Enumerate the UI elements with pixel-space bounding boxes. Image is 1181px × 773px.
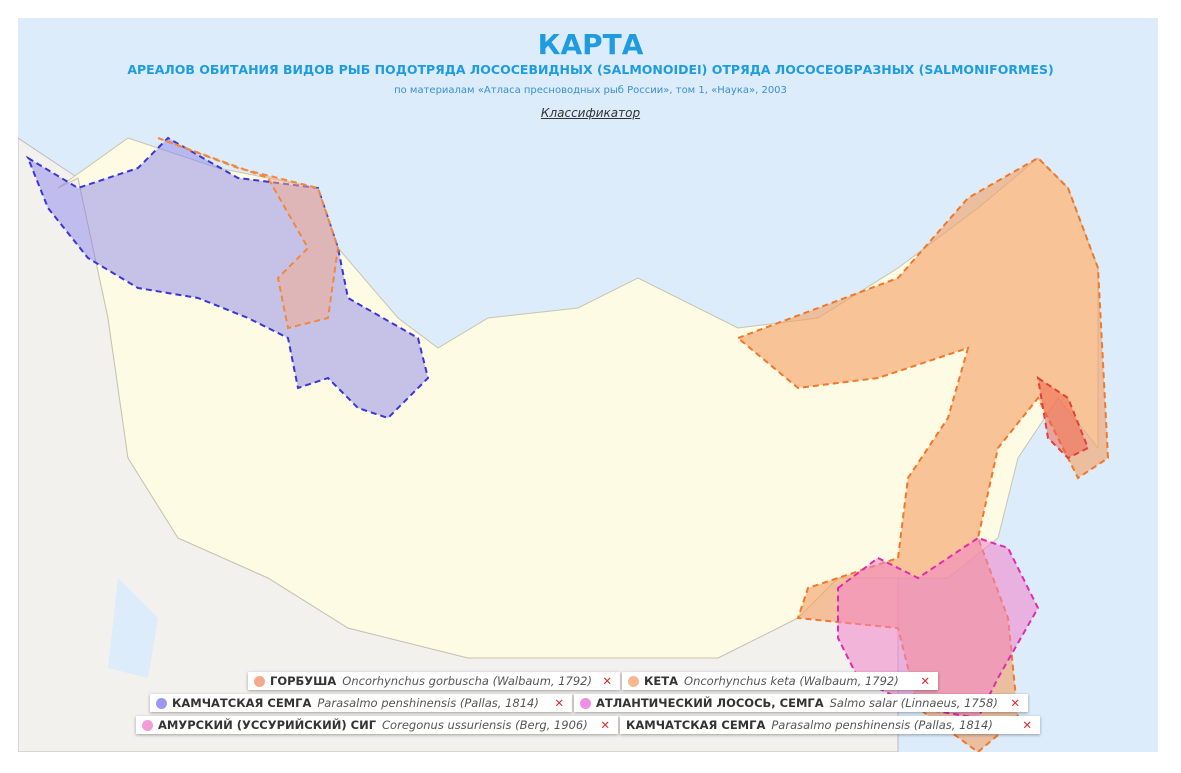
latin-name: Parasalmo penshinensis (Pallas, 1814) <box>771 718 993 732</box>
classifier-link[interactable]: Классификатор <box>540 106 641 120</box>
sea-inland <box>108 578 158 678</box>
legend-item: АМУРСКИЙ (УССУРИЙСКИЙ) СИГ Coregonus ussu… <box>136 716 618 734</box>
legend-dot <box>142 719 153 731</box>
remove-button[interactable]: ✕ <box>920 674 930 688</box>
species-name: КАМЧАТСКАЯ СЕМГА <box>172 696 312 710</box>
species-name: КАМЧАТСКАЯ СЕМГА <box>626 718 766 732</box>
legend-item: АТЛАНТИЧЕСКИЙ ЛОСОСЬ, СЕМГА Salmo salar (… <box>574 694 1028 712</box>
latin-name: Oncorhynchus keta (Walbaum, 1792) <box>684 674 899 688</box>
range-gorbusha-east <box>1036 375 1090 460</box>
title: КАРТА <box>537 28 644 61</box>
source: по материалам «Атласа пресноводных рыб Р… <box>394 85 787 96</box>
species-name: КЕТА <box>644 674 679 688</box>
legend-item: КЕТА Oncorhynchus keta (Walbaum, 1792) ✕ <box>622 672 938 690</box>
species-name: ГОРБУША <box>270 674 337 688</box>
latin-name: Parasalmo penshinensis (Pallas, 1814) <box>317 696 539 710</box>
legend-dot <box>254 675 265 687</box>
remove-button[interactable]: ✕ <box>602 674 612 688</box>
legend-dot <box>580 697 591 709</box>
remove-button[interactable]: ✕ <box>554 696 564 710</box>
legend-item: ГОРБУША Oncorhynchus gorbuscha (Walbaum, … <box>248 672 620 690</box>
species-name: АТЛАНТИЧЕСКИЙ ЛОСОСЬ, СЕМГА <box>596 696 824 710</box>
remove-button[interactable]: ✕ <box>600 718 610 732</box>
map <box>18 18 1158 752</box>
latin-name: Salmo salar (Linnaeus, 1758) <box>829 696 998 710</box>
range-keta-east <box>736 156 1110 752</box>
legend-item: КАМЧАТСКАЯ СЕМГА Parasalmo penshinensis (… <box>150 694 572 712</box>
remove-button[interactable]: ✕ <box>1022 718 1032 732</box>
species-name: АМУРСКИЙ (УССУРИЙСКИЙ) СИГ <box>158 718 377 732</box>
range-gorbusha-west <box>157 137 340 330</box>
legend-dot <box>628 675 639 687</box>
remove-button[interactable]: ✕ <box>1010 696 1020 710</box>
legend-item: КАМЧАТСКАЯ СЕМГА Parasalmo penshinensis (… <box>620 716 1040 734</box>
map-canvas <box>18 136 1110 752</box>
subtitle: АРЕАЛОВ ОБИТАНИЯ ВИДОВ РЫБ ПОДОТРЯДА ЛОС… <box>127 62 1054 77</box>
latin-name: Oncorhynchus gorbuscha (Walbaum, 1792) <box>342 674 592 688</box>
legend-dot <box>156 697 167 709</box>
latin-name: Coregonus ussuriensis (Berg, 1906) <box>382 718 588 732</box>
